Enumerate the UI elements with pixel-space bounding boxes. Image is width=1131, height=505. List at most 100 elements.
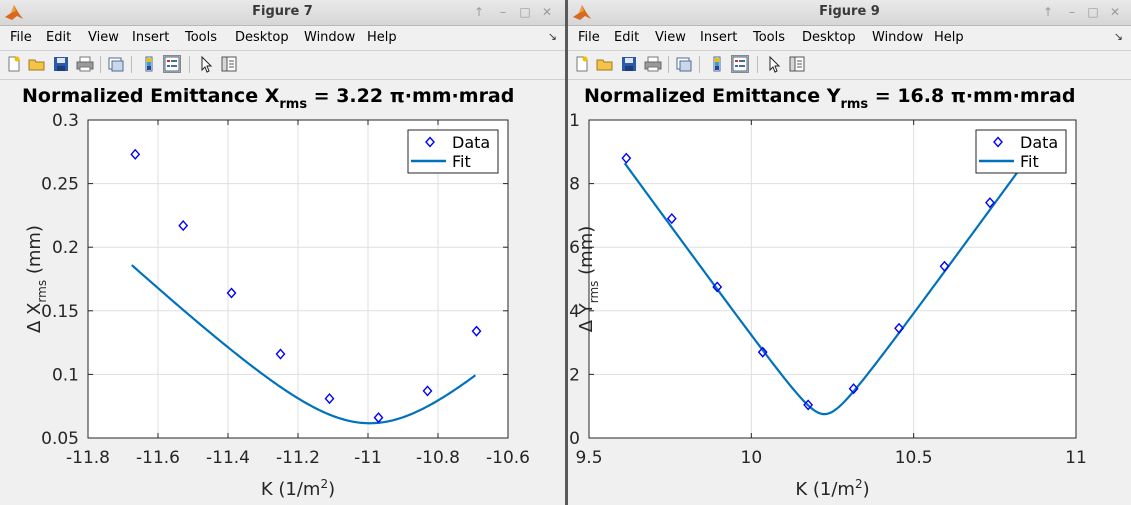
y-axis-label-subscript: rms <box>35 280 49 303</box>
figure-window-7: Figure 7 ↑ – □ ✕ File Edit View Insert T… <box>0 0 565 505</box>
data-point <box>803 399 814 411</box>
menu-file[interactable]: File <box>10 30 32 45</box>
menu-file[interactable]: File <box>578 30 600 45</box>
window-titlebar: Figure 7 ↑ – □ ✕ <box>0 0 565 26</box>
legend-data-marker <box>993 136 1003 148</box>
y-axis-label-subscript: rms <box>587 281 601 304</box>
menu-edit[interactable]: Edit <box>614 30 640 45</box>
new-figure-icon[interactable] <box>5 55 23 73</box>
property-editor-icon[interactable] <box>220 55 238 73</box>
link-plot-icon[interactable] <box>107 55 125 73</box>
chart-figure-7: Normalized Emittance Xrms = 3.22 π·mm·mr… <box>22 85 530 500</box>
data-point <box>422 385 433 397</box>
window-titlebar: Figure 9 ↑ – □ ✕ <box>568 0 1131 26</box>
menu-desktop[interactable]: Desktop <box>235 30 289 45</box>
maximize-button[interactable]: □ <box>1087 5 1099 19</box>
y-axis-label: Δ Yrms (mm) <box>576 226 601 333</box>
close-button[interactable]: ✕ <box>1109 5 1121 19</box>
chart-title-tail: = 16.8 π·mm·mrad <box>868 85 1075 107</box>
data-point <box>275 348 286 360</box>
menu-insert[interactable]: Insert <box>132 30 170 45</box>
x-tick-label: -11.8 <box>66 448 110 468</box>
property-editor-icon[interactable] <box>788 55 806 73</box>
toolbar-separator <box>131 56 132 73</box>
new-figure-icon[interactable] <box>573 55 591 73</box>
legend-icon[interactable] <box>731 55 749 73</box>
y-axis-label-unit: (mm) <box>576 226 597 281</box>
figure-canvas: Normalized Emittance Xrms = 3.22 π·mm·mr… <box>0 80 565 505</box>
data-point <box>939 260 950 272</box>
close-button[interactable]: ✕ <box>541 5 553 19</box>
y-tick-label: 0.2 <box>52 238 79 258</box>
pointer-icon[interactable] <box>197 55 215 73</box>
open-file-icon[interactable] <box>596 55 614 73</box>
x-tick-label: -11.6 <box>136 448 180 468</box>
data-point <box>757 346 768 358</box>
colorbar-icon[interactable] <box>708 55 726 73</box>
chart-title-main: Normalized Emittance Y <box>584 85 841 107</box>
menubar: File Edit View Insert Tools Desktop Wind… <box>568 26 1131 49</box>
fit-series-line <box>623 149 1035 416</box>
pin-icon[interactable]: ↑ <box>1042 5 1054 19</box>
toolbar-separator <box>699 56 700 73</box>
menu-tools[interactable]: Tools <box>753 30 786 45</box>
legend-box <box>407 129 499 174</box>
menu-edit[interactable]: Edit <box>46 30 72 45</box>
print-icon[interactable] <box>76 55 94 73</box>
y-axis-label-unit: (mm) <box>24 225 45 280</box>
data-point <box>848 383 859 395</box>
y-tick-label: 0.2 <box>568 365 580 385</box>
data-point <box>130 148 141 160</box>
legend-label-fit: Fit <box>452 152 471 171</box>
open-file-icon[interactable] <box>28 55 46 73</box>
menu-help[interactable]: Help <box>367 30 397 45</box>
data-point <box>985 197 995 209</box>
y-axis-label-text: Δ Y <box>576 302 597 332</box>
x-tick-label: -10.6 <box>486 448 530 468</box>
pin-icon[interactable]: ↑ <box>473 5 485 19</box>
toolbar-separator <box>189 56 190 73</box>
menu-arrow-icon[interactable]: ↘ <box>547 30 557 43</box>
menu-window[interactable]: Window <box>304 30 356 45</box>
x-axis-label: K (1/m2) <box>795 477 869 500</box>
minimize-button[interactable]: – <box>500 5 506 19</box>
minimize-button[interactable]: – <box>1069 5 1075 19</box>
x-axis-label: K (1/m2) <box>261 477 335 500</box>
toolbar <box>568 50 1131 80</box>
link-plot-icon[interactable] <box>675 55 693 73</box>
y-tick-label: 0.05 <box>41 429 79 449</box>
y-tick-label: 0.4 <box>568 302 580 322</box>
y-tick-label: 0.1 <box>52 365 79 385</box>
figure-canvas: Normalized Emittance Y rms = 16.8 π·mm·mr… <box>568 80 1131 505</box>
save-icon[interactable] <box>620 55 638 73</box>
colorbar-icon[interactable] <box>140 55 158 73</box>
fit-series-line <box>131 264 477 425</box>
maximize-button[interactable]: □ <box>519 5 531 19</box>
menu-arrow-icon[interactable]: ↘ <box>1113 30 1123 43</box>
menu-insert[interactable]: Insert <box>700 30 738 45</box>
data-point <box>712 281 723 293</box>
x-tick-label: 10.5 <box>895 448 933 468</box>
chart-title-subscript: rms <box>279 97 307 112</box>
print-icon[interactable] <box>644 55 662 73</box>
y-tick-label: 0.6 <box>568 238 580 258</box>
menu-help[interactable]: Help <box>934 30 964 45</box>
y-axis-label-text: Δ X <box>24 303 45 333</box>
menu-tools[interactable]: Tools <box>185 30 218 45</box>
legend-box <box>975 129 1067 174</box>
y-tick-label: 1 <box>569 111 580 131</box>
legend-icon[interactable] <box>163 55 181 73</box>
menu-view[interactable]: View <box>88 30 119 45</box>
chart-figure-9: Normalized Emittance Y rms = 16.8 π·mm·mr… <box>568 85 1087 500</box>
x-axis-label-superscript: 2 <box>320 477 328 491</box>
matlab-icon <box>5 5 23 20</box>
toolbar <box>0 50 565 80</box>
menu-window[interactable]: Window <box>872 30 924 45</box>
pointer-icon[interactable] <box>765 55 783 73</box>
menubar: File Edit View Insert Tools Desktop Wind… <box>0 26 565 49</box>
menu-desktop[interactable]: Desktop <box>802 30 856 45</box>
window-divider <box>565 0 568 505</box>
save-icon[interactable] <box>52 55 70 73</box>
menu-view[interactable]: View <box>655 30 686 45</box>
data-point <box>894 322 904 334</box>
